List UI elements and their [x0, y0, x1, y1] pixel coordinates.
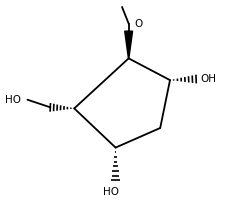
Text: HO: HO: [103, 187, 119, 197]
Text: O: O: [134, 19, 142, 28]
Polygon shape: [125, 31, 133, 58]
Text: HO: HO: [5, 95, 21, 105]
Text: OH: OH: [200, 74, 216, 84]
